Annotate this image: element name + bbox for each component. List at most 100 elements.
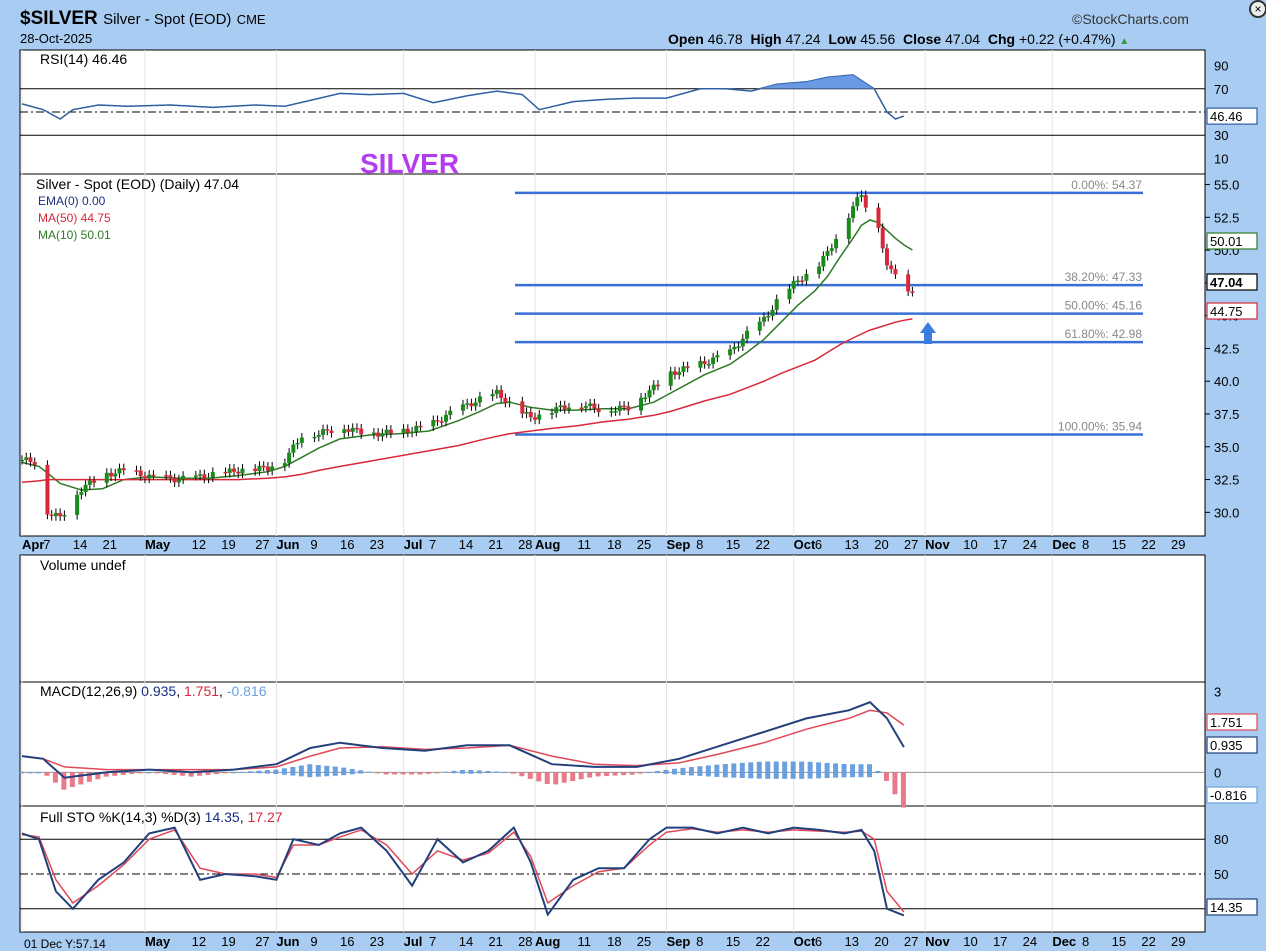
candle-body: [906, 274, 911, 292]
silver-annotation: SILVER: [360, 148, 459, 179]
candle-body: [121, 468, 126, 471]
price-tick-label: 42.5: [1214, 341, 1239, 356]
macd-hist-bar: [621, 772, 627, 776]
candle-body: [62, 514, 67, 517]
fib-label: 50.00%: 45.16: [1065, 299, 1143, 313]
macd-hist-bar: [595, 772, 601, 777]
macd-hist-bar: [315, 765, 321, 777]
candle-body: [880, 227, 885, 249]
price-tick-label: 40.0: [1214, 374, 1239, 389]
macd-hist-bar: [629, 772, 635, 775]
x-axis-label: Oct: [794, 537, 816, 552]
candle-body: [240, 468, 245, 474]
macd-hist-bar: [154, 772, 160, 774]
macd-hist-bar: [409, 772, 415, 775]
candle-body: [825, 250, 830, 256]
candle-body: [647, 390, 652, 398]
candle-body: [444, 414, 448, 422]
macd-hist-bar: [748, 762, 754, 779]
x-axis-label: 8: [696, 934, 703, 949]
price-tick-label: 55.0: [1214, 178, 1239, 193]
candle-body: [401, 428, 406, 434]
candle-body: [270, 466, 275, 471]
candle-body: [465, 403, 470, 405]
candle-body: [202, 474, 207, 479]
macd-hist-bar: [180, 772, 186, 776]
brand-logo[interactable]: ©StockCharts.com: [1072, 11, 1189, 27]
high-label: High: [750, 31, 782, 47]
macd-hist-bar: [850, 764, 856, 778]
macd-hist-bar: [78, 772, 84, 785]
candle-body: [92, 480, 97, 483]
x-axis-label: Aug: [535, 537, 560, 552]
macd-hist-bar: [587, 772, 593, 778]
candle-body: [859, 195, 864, 198]
candle-body: [473, 402, 478, 407]
close-value: 47.04: [945, 31, 981, 47]
x-axis-label: 14: [73, 537, 87, 552]
macd-hist-bar: [799, 761, 805, 779]
candle-body: [706, 363, 711, 366]
candle-body: [668, 371, 673, 386]
candle-body: [715, 355, 720, 358]
macd-hist-bar: [807, 761, 813, 779]
macd-hist-bar: [19, 772, 24, 774]
candle-body: [757, 321, 762, 331]
candle-body: [53, 513, 58, 517]
candle-body: [469, 403, 474, 407]
chg-label: Chg: [987, 31, 1016, 47]
candle-body: [609, 411, 614, 413]
candle-body: [643, 397, 648, 400]
open-label: Open: [668, 31, 704, 47]
open-value: 46.78: [707, 31, 743, 47]
macd-hist-bar: [519, 772, 525, 777]
macd-hist-bar: [112, 772, 118, 776]
candle-body: [494, 389, 499, 394]
macd-hist-bar: [671, 768, 677, 775]
macd-hist-bar: [527, 772, 533, 779]
ma10-tag: 50.01: [1210, 234, 1243, 249]
macd-hist-bar: [95, 772, 101, 780]
sto-label: Full STO %K(14,3) %D(3) 14.35, 17.27: [40, 809, 283, 825]
candle-body: [558, 405, 563, 408]
candle-body: [354, 427, 359, 430]
macd-hist-bar: [773, 761, 779, 779]
candle-body: [198, 474, 203, 476]
macd-hist-bar: [875, 770, 881, 774]
x-axis-label: 16: [340, 934, 354, 949]
x-axis-label: 9: [310, 537, 317, 552]
x-axis-label: May: [145, 537, 171, 552]
x-axis-label: 10: [963, 537, 977, 552]
candle-body: [774, 299, 779, 310]
candle-body: [711, 357, 716, 364]
candle-body: [410, 431, 415, 434]
fib-label: 38.20%: 47.33: [1065, 270, 1143, 284]
x-axis-label: 22: [1141, 537, 1155, 552]
macd-tick-label: 3: [1214, 684, 1221, 699]
candle-body: [821, 255, 826, 267]
macd-hist-bar: [493, 771, 499, 773]
candle-body: [109, 472, 114, 477]
candle-body: [787, 288, 792, 300]
candle-body: [295, 442, 300, 445]
candle-body: [596, 408, 601, 413]
candle-body: [677, 371, 682, 375]
ma10-tag-box: [1206, 232, 1258, 250]
macd-hist-bar: [604, 772, 610, 776]
x-axis-label: 22: [756, 934, 770, 949]
macd-hist-bar: [247, 771, 253, 773]
candle-body: [537, 414, 542, 420]
x-axis-label: 24: [1023, 537, 1037, 552]
macd-hist-bar: [570, 772, 576, 781]
chg-value: +0.22 (+0.47%): [1019, 31, 1116, 47]
x-axis-label: 6: [815, 934, 822, 949]
candle-body: [176, 479, 181, 483]
macd-hist-bar: [69, 772, 75, 788]
macd-hist-bar: [103, 772, 109, 777]
macd-hist-bar: [553, 772, 559, 785]
macd-hist-bar: [561, 772, 567, 783]
candle-body: [566, 407, 571, 410]
chart-date: 28-Oct-2025: [20, 31, 93, 46]
macd-hist-bar: [680, 767, 686, 775]
